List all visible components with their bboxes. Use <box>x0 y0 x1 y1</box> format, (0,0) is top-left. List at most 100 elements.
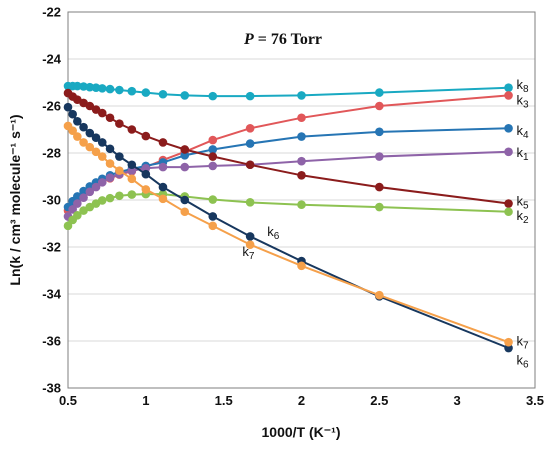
data-point-k6 <box>504 343 513 353</box>
data-point-k4 <box>79 186 88 196</box>
data-point-k8 <box>375 88 384 97</box>
data-point-k1 <box>375 152 384 161</box>
data-point-k5 <box>141 131 151 141</box>
y-tick-label: -30 <box>42 193 61 208</box>
data-point-k5 <box>180 145 190 154</box>
series-label-subscript: 4 <box>523 130 529 141</box>
data-point-k1 <box>105 173 115 182</box>
end-label-k8: k8 <box>517 77 530 95</box>
y-tick-label: -34 <box>42 287 62 302</box>
series-label-base: k <box>517 194 524 209</box>
data-point-k1 <box>91 182 101 192</box>
y-tick-label: -26 <box>42 99 61 114</box>
data-point-k3 <box>504 91 513 100</box>
data-point-k2 <box>63 221 73 231</box>
data-point-k8 <box>97 84 107 93</box>
series-label-subscript: 7 <box>249 251 255 262</box>
data-point-k2 <box>73 210 82 220</box>
condition-label: P = 76 Torr <box>243 31 322 48</box>
data-point-k2 <box>85 202 95 212</box>
data-point-k5 <box>245 160 255 170</box>
series-label-base: k <box>517 352 524 367</box>
data-point-k8 <box>115 85 124 95</box>
data-point-k7 <box>68 126 77 135</box>
data-point-k1 <box>180 162 190 172</box>
data-point-k5 <box>97 108 107 118</box>
data-point-k6 <box>73 116 82 126</box>
data-point-k1 <box>97 178 107 187</box>
condition-value: = 76 Torr <box>254 31 322 48</box>
data-point-k6 <box>115 152 124 161</box>
series-label-base: k <box>267 224 274 239</box>
data-point-k3 <box>375 101 384 111</box>
data-point-k6 <box>68 109 77 119</box>
data-point-k6 <box>158 182 168 192</box>
x-tick-label: 1.5 <box>215 393 233 408</box>
data-point-k8 <box>245 91 255 101</box>
data-point-k1 <box>79 193 88 202</box>
series-k2 <box>63 189 513 231</box>
data-point-k7 <box>297 261 306 271</box>
data-point-k8 <box>141 88 151 97</box>
end-label-k2: k2 <box>517 208 530 226</box>
tick-label-layer: -22 -24 -26 -28 -30 -32 -34 -36 -380.5 1 1.5 2 2.5 3 3… <box>42 5 544 409</box>
x-tick-label: 2 <box>298 393 305 408</box>
series-label-subscript: 1 <box>523 152 529 163</box>
data-point-k1 <box>208 161 218 171</box>
data-point-k8 <box>180 91 190 100</box>
y-tick-label: -24 <box>42 52 62 67</box>
end-label-k6: k6 <box>517 352 530 370</box>
inline-label-k6: k6 <box>267 224 280 242</box>
data-point-k5 <box>105 113 115 123</box>
data-point-k5 <box>127 125 137 134</box>
y-axis-title: Ln(k / cm³ molecule⁻¹ s⁻¹) <box>7 114 23 285</box>
data-point-k8 <box>91 83 101 92</box>
data-point-k7 <box>79 138 88 147</box>
series-label-base: k <box>242 244 249 259</box>
data-point-k4 <box>245 139 255 148</box>
series-label-base: k <box>517 77 524 92</box>
grid-layer <box>68 58 535 342</box>
data-point-k7 <box>141 185 151 194</box>
data-point-k6 <box>141 169 151 179</box>
series-k8 <box>63 81 513 101</box>
series-layer <box>63 81 513 353</box>
data-point-k6 <box>127 160 137 170</box>
end-label-k7: k7 <box>517 334 530 352</box>
data-point-k1 <box>85 187 95 197</box>
data-point-k5 <box>375 182 384 192</box>
x-tick-label: 3.5 <box>526 393 544 408</box>
series-label-subscript: 2 <box>523 215 529 226</box>
y-tick-label: -22 <box>42 5 61 20</box>
data-point-k5 <box>115 119 124 128</box>
data-point-k7 <box>91 147 101 157</box>
data-point-k8 <box>158 89 168 99</box>
x-tick-label: 3 <box>454 393 461 408</box>
data-point-k7 <box>208 221 218 231</box>
data-point-k7 <box>127 174 137 184</box>
end-label-k3: k3 <box>517 93 530 111</box>
inline-label-k7: k7 <box>242 244 255 262</box>
data-point-k6 <box>97 138 107 147</box>
x-tick-label: 0.5 <box>59 393 77 408</box>
series-label-base: k <box>517 145 524 160</box>
data-point-k8 <box>127 86 137 96</box>
data-point-k5 <box>85 101 95 111</box>
y-tick-label: -32 <box>42 240 61 255</box>
data-point-k1 <box>158 162 168 172</box>
data-point-k2 <box>127 190 137 199</box>
x-axis-title: 1000/T (K⁻¹) <box>262 424 341 440</box>
data-point-k5 <box>91 105 101 114</box>
data-point-k5 <box>504 199 513 208</box>
data-point-k5 <box>208 152 218 161</box>
data-point-k1 <box>141 163 151 173</box>
data-point-k3 <box>208 135 218 145</box>
data-point-k4 <box>375 127 384 137</box>
end-label-k4: k4 <box>517 123 530 141</box>
plot-frame <box>67 11 536 389</box>
data-point-k6 <box>208 212 218 221</box>
x-tick-label: 1 <box>142 393 149 408</box>
